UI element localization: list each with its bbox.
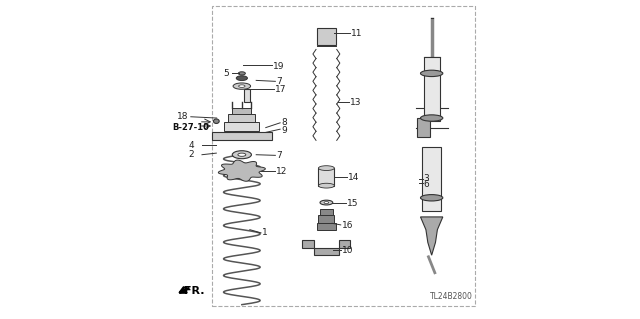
Text: 2: 2 — [188, 150, 194, 159]
FancyBboxPatch shape — [303, 240, 314, 248]
FancyBboxPatch shape — [314, 248, 339, 255]
Text: 6: 6 — [424, 180, 429, 189]
FancyBboxPatch shape — [417, 118, 430, 137]
Ellipse shape — [319, 31, 334, 36]
Text: 16: 16 — [342, 221, 353, 230]
FancyBboxPatch shape — [228, 114, 255, 122]
Text: B-27-10: B-27-10 — [172, 123, 209, 132]
Ellipse shape — [238, 72, 245, 75]
FancyBboxPatch shape — [232, 108, 252, 114]
Text: 1: 1 — [262, 228, 268, 237]
FancyBboxPatch shape — [320, 209, 333, 215]
FancyBboxPatch shape — [317, 223, 336, 230]
Ellipse shape — [319, 183, 334, 188]
Ellipse shape — [232, 151, 252, 159]
Ellipse shape — [319, 166, 334, 170]
Text: 15: 15 — [346, 199, 358, 208]
Text: 3: 3 — [424, 174, 429, 183]
FancyBboxPatch shape — [422, 147, 441, 211]
Text: 11: 11 — [351, 29, 363, 38]
Ellipse shape — [420, 70, 443, 77]
FancyBboxPatch shape — [244, 89, 250, 102]
Text: 7: 7 — [276, 77, 282, 86]
Ellipse shape — [233, 83, 251, 89]
FancyBboxPatch shape — [317, 28, 336, 45]
Text: 14: 14 — [348, 173, 360, 182]
Text: 17: 17 — [275, 85, 286, 94]
Ellipse shape — [320, 200, 333, 205]
Text: 4: 4 — [188, 141, 194, 150]
Text: 12: 12 — [276, 167, 287, 176]
Text: 10: 10 — [342, 246, 353, 255]
Text: 8: 8 — [281, 118, 287, 127]
Ellipse shape — [236, 76, 248, 81]
Ellipse shape — [420, 115, 443, 121]
Text: TL24B2800: TL24B2800 — [430, 293, 473, 301]
FancyBboxPatch shape — [424, 57, 440, 121]
Text: 18: 18 — [177, 112, 189, 121]
Text: 9: 9 — [281, 126, 287, 135]
Text: FR.: FR. — [184, 286, 205, 296]
Text: 13: 13 — [349, 98, 361, 107]
Ellipse shape — [214, 119, 219, 123]
FancyBboxPatch shape — [224, 122, 259, 131]
Text: 7: 7 — [276, 151, 282, 160]
FancyBboxPatch shape — [319, 168, 334, 186]
Polygon shape — [218, 160, 266, 181]
Ellipse shape — [324, 202, 329, 204]
FancyBboxPatch shape — [339, 240, 350, 248]
FancyBboxPatch shape — [319, 215, 334, 223]
Text: 19: 19 — [273, 62, 285, 70]
Text: 5: 5 — [223, 69, 229, 78]
FancyBboxPatch shape — [212, 132, 272, 140]
Ellipse shape — [323, 32, 330, 35]
Polygon shape — [420, 217, 443, 255]
Ellipse shape — [420, 195, 443, 201]
Ellipse shape — [239, 85, 245, 87]
Ellipse shape — [238, 153, 246, 156]
